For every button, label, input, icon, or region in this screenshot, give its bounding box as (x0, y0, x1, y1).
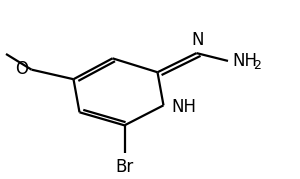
Text: N: N (192, 31, 204, 49)
Text: Br: Br (116, 158, 134, 176)
Text: NH: NH (232, 52, 257, 70)
Text: 2: 2 (254, 59, 261, 72)
Text: NH: NH (171, 98, 196, 116)
Text: O: O (15, 60, 28, 78)
